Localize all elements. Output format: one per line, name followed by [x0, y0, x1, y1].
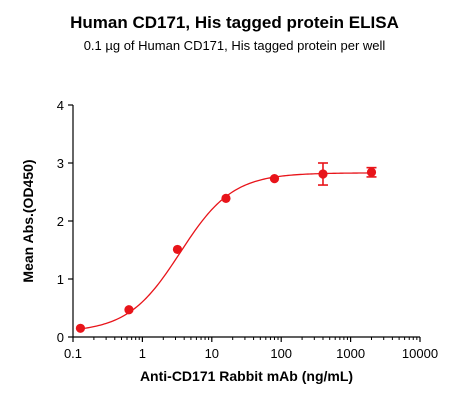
data-point [221, 193, 231, 203]
data-point [124, 305, 134, 315]
y-tick-label: 2 [57, 214, 64, 229]
x-tick-label: 0.1 [64, 346, 82, 361]
data-point [366, 167, 377, 177]
y-axis-label: Mean Abs.(OD450) [20, 159, 36, 282]
y-tick-label: 1 [57, 272, 64, 287]
y-tick-label: 0 [57, 330, 64, 345]
data-point [269, 174, 280, 184]
data-point [172, 244, 183, 255]
data-point [75, 323, 86, 333]
chart-title: Human CD171, His tagged protein ELISA [70, 13, 399, 32]
y-tick-label: 3 [57, 156, 64, 171]
x-axis-label: Anti-CD171 Rabbit mAb (ng/mL) [140, 368, 353, 384]
chart-subtitle: 0.1 µg of Human CD171, His tagged protei… [83, 38, 386, 53]
x-tick-label: 10000 [402, 346, 438, 361]
x-tick-label: 1 [139, 346, 146, 361]
data-point [318, 169, 328, 179]
x-tick-label: 100 [270, 346, 292, 361]
x-tick-label: 10 [205, 346, 219, 361]
y-tick-label: 4 [57, 98, 64, 113]
x-tick-label: 1000 [336, 346, 365, 361]
